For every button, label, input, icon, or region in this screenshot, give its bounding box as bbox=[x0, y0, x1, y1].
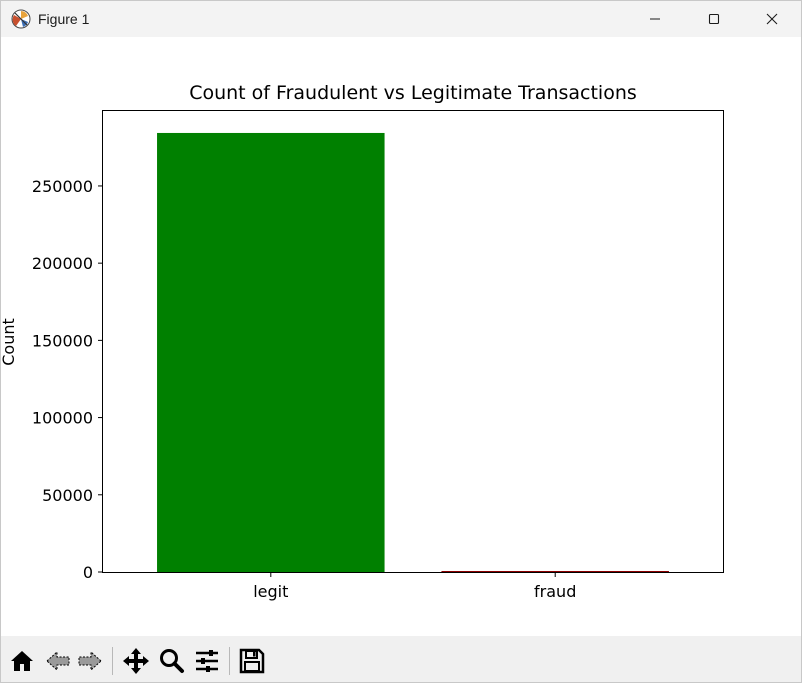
y-ticks: 0 50000 100000 150000 200000 250000 bbox=[32, 177, 103, 582]
home-button[interactable] bbox=[7, 646, 37, 676]
y-axis-label: Count bbox=[1, 318, 18, 366]
y-tick-label: 150000 bbox=[32, 331, 93, 350]
close-button[interactable] bbox=[743, 1, 801, 37]
pan-move-icon bbox=[123, 648, 149, 674]
floppy-disk-icon bbox=[239, 648, 265, 674]
bar-fraud bbox=[441, 571, 669, 572]
maximize-icon bbox=[708, 13, 720, 25]
back-arrow-icon bbox=[46, 650, 70, 672]
axes-frame bbox=[102, 110, 724, 573]
maximize-button[interactable] bbox=[685, 1, 743, 37]
chart-title: Count of Fraudulent vs Legitimate Transa… bbox=[189, 82, 637, 104]
forward-arrow-icon bbox=[78, 650, 102, 672]
back-button[interactable] bbox=[43, 646, 73, 676]
pan-button[interactable] bbox=[121, 646, 151, 676]
minimize-button[interactable] bbox=[626, 1, 684, 37]
navigation-toolbar bbox=[1, 636, 801, 682]
close-icon bbox=[766, 13, 778, 25]
minimize-icon bbox=[650, 18, 660, 20]
x-tick-label: fraud bbox=[534, 582, 576, 601]
window-title: Figure 1 bbox=[38, 11, 90, 27]
title-bar[interactable]: Figure 1 bbox=[1, 1, 801, 37]
toolbar-separator bbox=[112, 647, 113, 675]
bars-layer bbox=[157, 132, 669, 572]
configure-subplots-button[interactable] bbox=[192, 646, 222, 676]
x-ticks: legit fraud bbox=[253, 572, 576, 601]
zoom-button[interactable] bbox=[157, 646, 187, 676]
forward-button[interactable] bbox=[75, 646, 105, 676]
y-tick-label: 100000 bbox=[32, 409, 93, 428]
figure-canvas[interactable]: Count of Fraudulent vs Legitimate Transa… bbox=[1, 37, 801, 636]
x-tick-label: legit bbox=[253, 582, 288, 601]
bar-legit bbox=[157, 132, 385, 572]
zoom-magnifier-icon bbox=[160, 649, 184, 673]
y-tick-label: 50000 bbox=[42, 486, 93, 505]
bar-chart: Count of Fraudulent vs Legitimate Transa… bbox=[1, 82, 724, 601]
matplotlib-figure-icon bbox=[11, 9, 31, 29]
y-tick-label: 250000 bbox=[32, 177, 93, 196]
y-tick-label: 0 bbox=[83, 563, 93, 582]
y-tick-label: 200000 bbox=[32, 254, 93, 273]
save-button[interactable] bbox=[237, 646, 267, 676]
home-icon bbox=[11, 651, 33, 671]
toolbar-separator bbox=[229, 647, 230, 675]
sliders-icon bbox=[196, 650, 218, 672]
